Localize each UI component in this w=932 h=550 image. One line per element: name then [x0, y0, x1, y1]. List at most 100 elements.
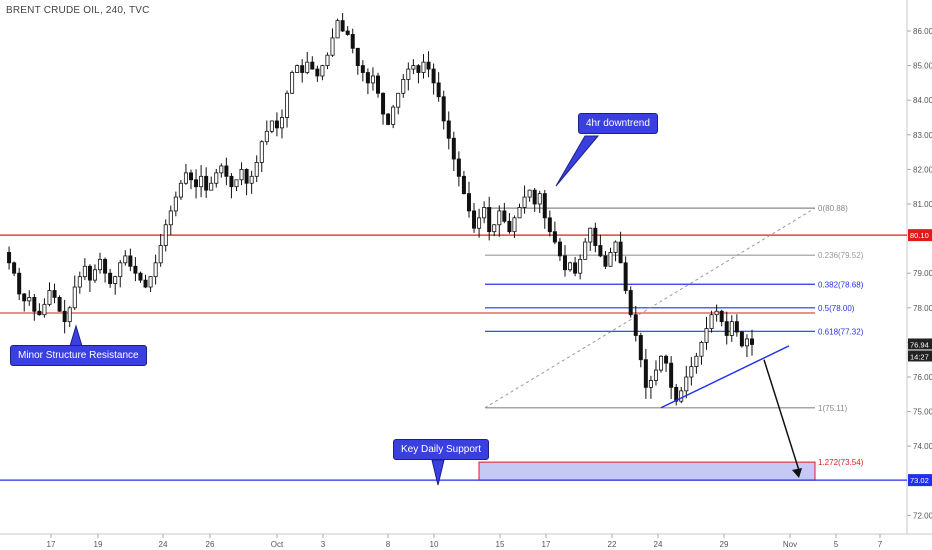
candle-body	[593, 227, 598, 246]
candle-body	[325, 54, 330, 67]
rising-trendline	[660, 345, 790, 409]
candle-body	[7, 252, 12, 264]
candle-body	[148, 276, 153, 288]
candle-body	[664, 355, 669, 364]
candle-body	[502, 210, 507, 222]
candle-body	[411, 65, 416, 70]
y-tick-label: 84.00	[913, 96, 932, 105]
candle-body	[643, 359, 648, 388]
candle-body	[259, 141, 264, 163]
candle-body	[183, 172, 188, 184]
candle-body	[113, 276, 118, 284]
candle-body	[512, 217, 517, 233]
candle-body	[285, 92, 290, 118]
candle-body	[143, 279, 148, 288]
y-tick-label: 82.00	[913, 165, 932, 174]
price-line-tag-label: 80.10	[910, 231, 929, 240]
candle-body	[537, 193, 542, 205]
candle-body	[436, 82, 441, 98]
candle-body	[163, 224, 168, 246]
candle-body	[67, 307, 72, 323]
candle-body	[72, 286, 77, 309]
y-tick-label: 74.00	[913, 442, 932, 451]
annotation-pointer-support	[431, 459, 445, 486]
candle-body	[466, 193, 471, 212]
candle-body	[542, 193, 547, 219]
price-line-tag-label: 73.02	[910, 476, 929, 485]
candle-body	[598, 245, 603, 257]
candle-body	[315, 68, 320, 77]
fib-label: 1(75.11)	[818, 404, 848, 413]
candle-body	[244, 168, 249, 184]
chart-title: BRENT CRUDE OIL, 240, TVC	[6, 5, 150, 16]
candle-body	[441, 96, 446, 122]
candle-body	[103, 258, 108, 274]
candle-body	[669, 362, 674, 388]
candle-body	[295, 65, 300, 73]
candle-body	[360, 65, 365, 73]
x-tick-label: 15	[496, 540, 505, 549]
candle-body	[27, 297, 32, 302]
candle-body	[133, 265, 138, 274]
candle-body	[92, 269, 97, 281]
candle-body	[750, 338, 755, 345]
y-tick-label: 83.00	[913, 131, 932, 140]
candle-body	[355, 47, 360, 66]
candle-body	[320, 65, 325, 77]
candle-body	[239, 168, 244, 181]
candle-body	[12, 262, 17, 274]
candle-body	[82, 265, 87, 278]
candle-body	[128, 255, 133, 267]
candle-body	[188, 172, 193, 181]
candle-body	[472, 210, 477, 229]
candle-body	[37, 310, 42, 316]
candle-body	[214, 172, 219, 184]
y-tick-label: 86.00	[913, 27, 932, 36]
candle-body	[497, 210, 502, 226]
candle-body	[335, 20, 340, 39]
candle-body	[623, 262, 628, 291]
candle-body	[209, 182, 214, 191]
y-tick-label: 75.00	[913, 408, 932, 417]
y-tick-label: 81.00	[913, 200, 932, 209]
candle-body	[229, 175, 234, 188]
candle-body	[274, 120, 279, 129]
x-tick-label: 24	[654, 540, 663, 549]
candle-body	[426, 61, 431, 70]
x-tick-label: 29	[720, 540, 729, 549]
x-tick-label: 5	[834, 540, 839, 549]
candle-body	[416, 65, 421, 73]
candle-body	[653, 369, 658, 381]
annotation-pointer-downtrend	[555, 135, 600, 187]
candle-body	[98, 258, 103, 271]
candle-body	[87, 265, 92, 281]
candle-body	[350, 34, 355, 49]
x-tick-label: 19	[94, 540, 103, 549]
annotation-key-daily-support[interactable]: Key Daily Support	[393, 439, 490, 460]
candle-body	[118, 262, 123, 278]
fib-diagonal	[484, 207, 816, 409]
x-tick-label: 7	[878, 540, 883, 549]
candle-body	[300, 65, 305, 73]
fib-label: 0.236(79.52)	[818, 251, 864, 260]
candle-body	[158, 245, 163, 264]
candle-body	[578, 258, 583, 274]
annotation-4hr-downtrend[interactable]: 4hr downtrend	[578, 113, 658, 134]
candle-body	[269, 120, 274, 132]
countdown-label: 14:27	[910, 352, 929, 361]
candle-body	[77, 276, 82, 288]
candle-body	[573, 262, 578, 274]
candle-body	[47, 290, 52, 305]
candle-body	[178, 182, 183, 198]
candle-body	[699, 341, 704, 357]
annotation-minor-structure-resistance[interactable]: Minor Structure Resistance	[10, 345, 147, 366]
candle-body	[194, 179, 199, 188]
candle-body	[451, 137, 456, 160]
candle-body	[568, 262, 573, 271]
candle-body	[290, 72, 295, 94]
candle-body	[477, 217, 482, 229]
candle-body	[638, 335, 643, 361]
candle-body	[679, 390, 684, 402]
